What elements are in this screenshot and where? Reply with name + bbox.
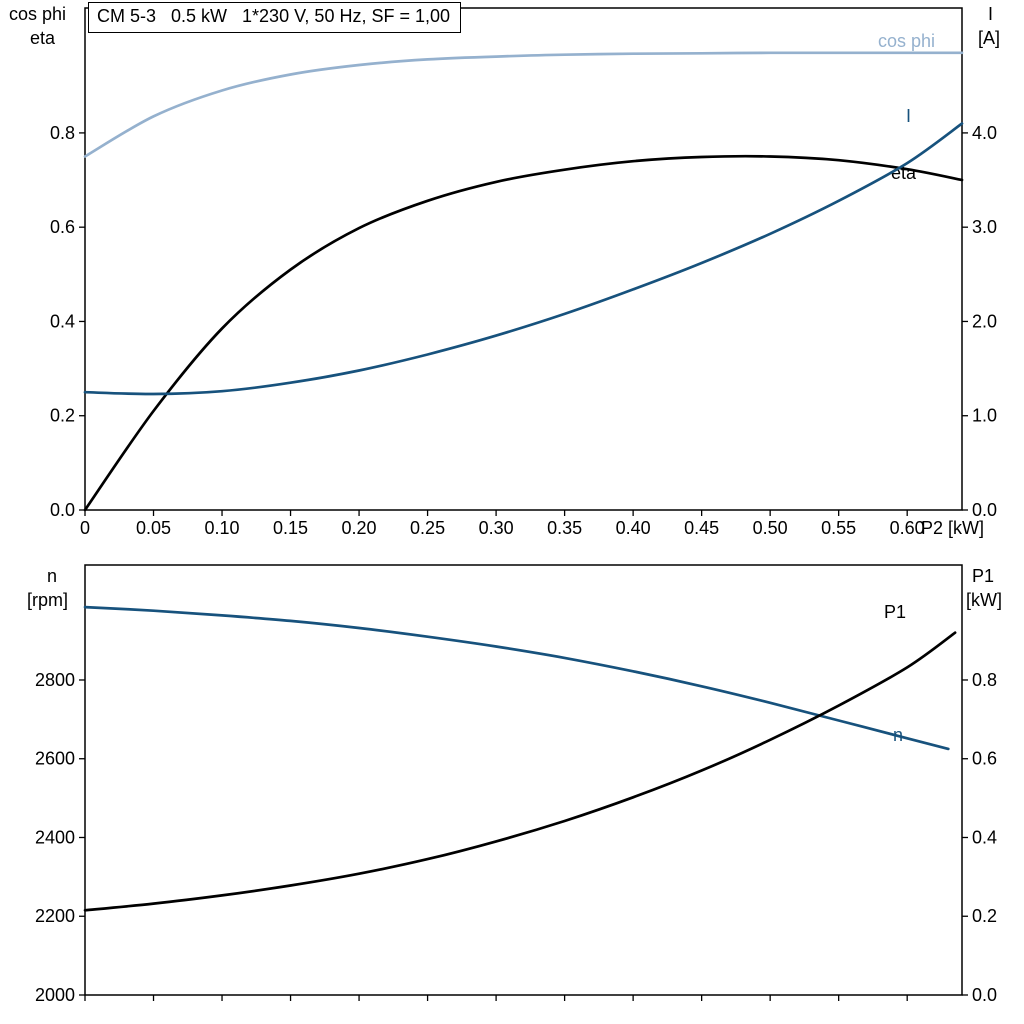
curve-p1 (83, 631, 957, 912)
y-left-tick-label: 2000 (35, 985, 75, 1005)
y-left-tick-label: 2800 (35, 670, 75, 690)
y-left-tick-label: 2600 (35, 749, 75, 769)
x-tick-label: 0.45 (684, 518, 719, 538)
y-right-tick-label: 1.0 (972, 406, 997, 426)
x-tick-label: 0.50 (753, 518, 788, 538)
y-left-tick-label: 0.6 (50, 217, 75, 237)
x-tick-label: 0.60 (890, 518, 925, 538)
y-right-tick-label: 0.4 (972, 827, 997, 847)
x-tick-label: 0.55 (821, 518, 856, 538)
x-tick-label: 0.05 (136, 518, 171, 538)
plot-frame (84, 7, 963, 511)
x-tick-label: 0.40 (616, 518, 651, 538)
top-left-axis-title-cosphi: cos phi (9, 4, 67, 24)
y-left-tick-label: 2400 (35, 827, 75, 847)
curve-cos-phi (83, 51, 964, 158)
curve-label-cos-phi: cos phi (878, 31, 935, 51)
y-right-tick-label: 0.8 (972, 670, 997, 690)
chart-speed-and-input-power-curves: 2000 2200 2400 2600 2800 0.0 0.2 0.4 0.6 0.8 n P1 (35, 564, 997, 1005)
y-left-tick-label: 0.0 (50, 500, 75, 520)
bottom-right-axis-title-unit: [kW] (966, 590, 1002, 610)
y-right-tick-label: 4.0 (972, 123, 997, 143)
curve-label-i: I (906, 106, 911, 126)
y-right-tick-label: 0.6 (972, 749, 997, 769)
x-tick-label: 0 (80, 518, 90, 538)
y-right-tick-label: 3.0 (972, 217, 997, 237)
y-left-tick-label: 0.4 (50, 311, 75, 331)
bottom-right-axis-title-p1: P1 (972, 566, 995, 586)
y-left-tick-label: 0.2 (50, 406, 75, 426)
y-right-tick-label: 0.2 (972, 906, 997, 926)
y-right-tick-label: 0.0 (972, 985, 997, 1005)
chart-title: CM 5-3 0.5 kW 1*230 V, 50 Hz, SF = 1,00 (88, 2, 462, 33)
top-left-axis-title-eta: eta (30, 28, 56, 48)
y-left-tick-label: 0.8 (50, 123, 75, 143)
x-tick-label: 0.25 (410, 518, 445, 538)
x-tick-label: 0.35 (547, 518, 582, 538)
curve-eta (83, 154, 964, 512)
x-tick-label: 0.10 (205, 518, 240, 538)
x-tick-label: 0.15 (273, 518, 308, 538)
chart-motor-electrical-curves: 0 0.05 0.10 0.15 0.20 0.25 0.30 0.35 0.40 0.45 0.5… (50, 7, 997, 538)
curve-label-p1: P1 (884, 602, 906, 622)
bottom-left-axis-title-n: n (47, 566, 58, 586)
bottom-left-axis-title-unit: [rpm] (27, 590, 69, 610)
y-right-tick-label: 0.0 (972, 500, 997, 520)
x-tick-label: 0.20 (342, 518, 377, 538)
y-left-tick-label: 2200 (35, 906, 75, 926)
curve-n (83, 605, 950, 751)
top-right-axis-title-i: I (988, 4, 994, 24)
curve-label-n: n (893, 725, 903, 745)
curve-i (83, 122, 964, 396)
x-axis-unit-label: P2 [kW] (921, 518, 984, 538)
top-right-axis-title-unit: [A] (978, 28, 1001, 48)
x-tick-label: 0.30 (479, 518, 514, 538)
plot-frame (84, 564, 963, 996)
y-right-tick-label: 2.0 (972, 311, 997, 331)
